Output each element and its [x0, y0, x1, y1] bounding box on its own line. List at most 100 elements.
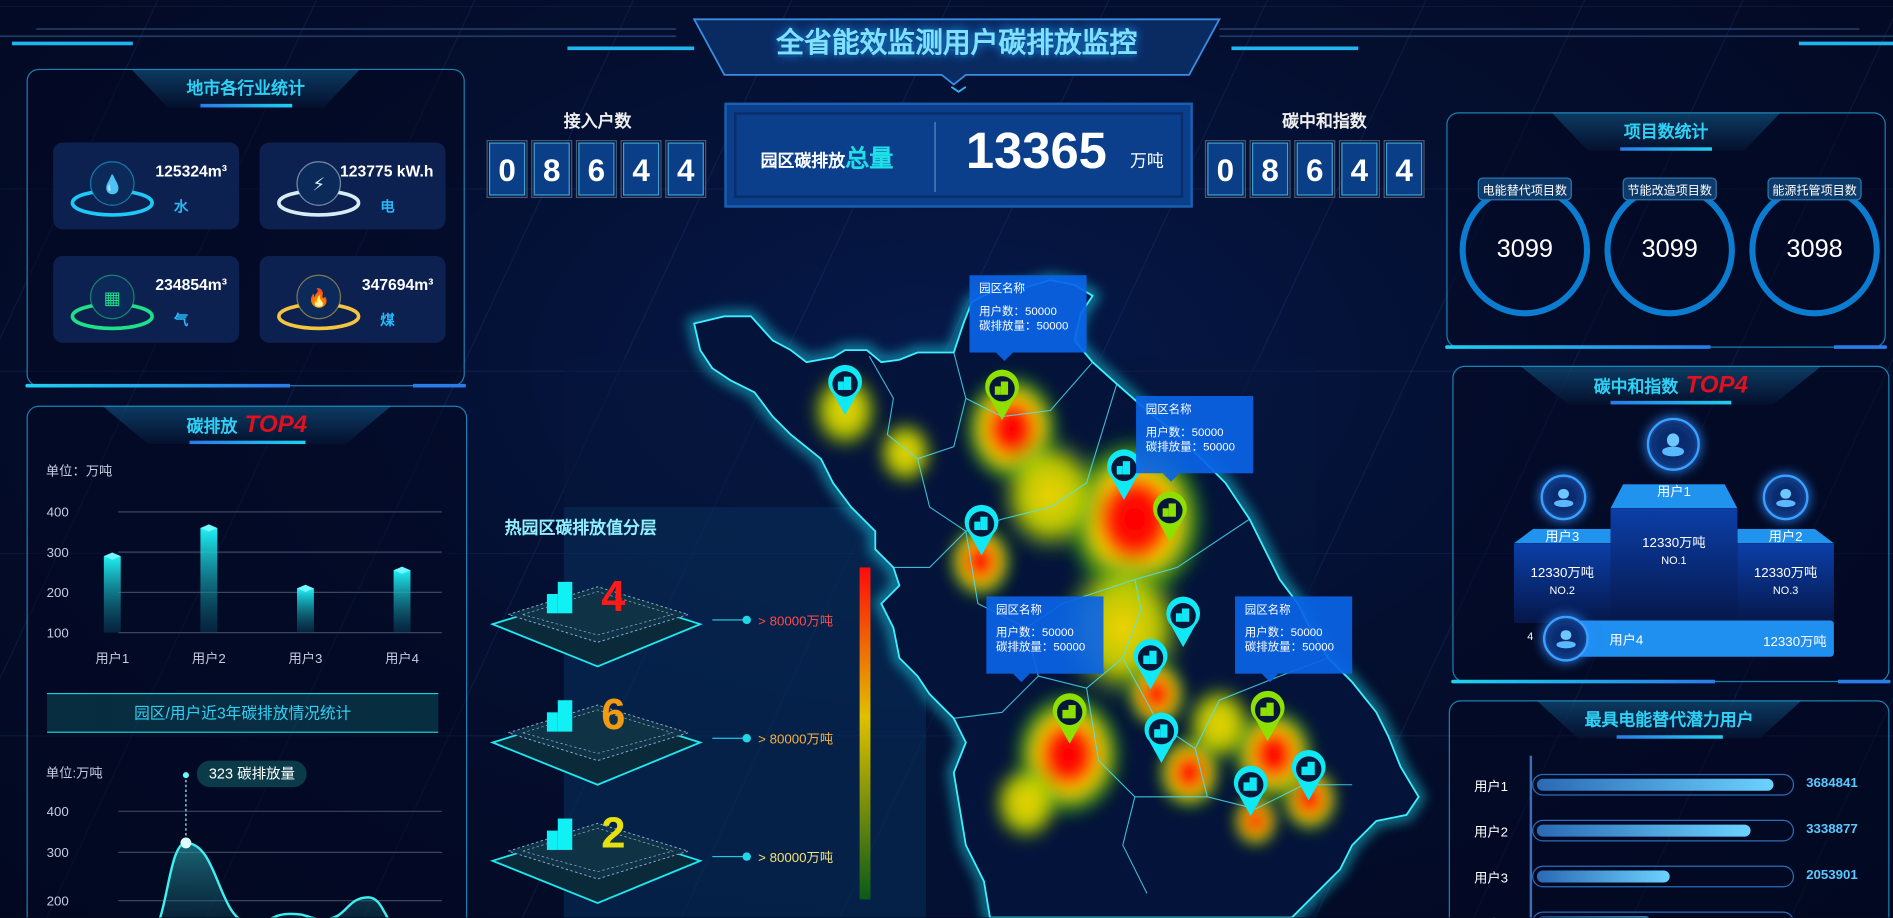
park-marker[interactable]	[985, 369, 1019, 421]
svg-text:⚡: ⚡	[312, 175, 325, 195]
building-icon	[1116, 461, 1131, 475]
building-icon	[974, 516, 988, 531]
y-tick-label: 400	[47, 804, 69, 819]
bar	[296, 588, 314, 633]
x-tick-label: 用户1	[95, 650, 129, 666]
industry-value: 234854m³	[155, 275, 227, 294]
podium-first: 用户1 12330万吨 NO.1	[1610, 485, 1738, 623]
lightning-icon: ⚡	[277, 161, 361, 217]
park-marker[interactable]	[828, 364, 863, 416]
rank4-value: 12330万吨	[1763, 635, 1827, 650]
panel-title-text: 碳排放	[186, 416, 238, 436]
park-marker[interactable]	[1166, 596, 1201, 648]
avatar-user1	[1646, 417, 1700, 471]
industry-label: 煤	[380, 311, 395, 329]
industry-stats-panel: 地市各行业统计 💧 125324m³ 水 ⚡ 123775 kW.h 电 ▦ 2…	[25, 68, 467, 388]
podium-value: 12330万吨	[1642, 536, 1706, 551]
podium-value: 12330万吨	[1530, 566, 1594, 581]
counter-digit: 8	[1249, 140, 1291, 198]
svg-text:💧: 💧	[101, 174, 124, 195]
emission-bar-chart: 100 200 300 400 用户1 用户2 用户3 用户4	[47, 505, 442, 666]
layers-title: 热园区碳排放值分层	[504, 517, 657, 538]
park-marker[interactable]	[1291, 749, 1326, 801]
svg-text:🔥: 🔥	[307, 287, 330, 308]
counter-digit: 8	[531, 140, 573, 198]
park-marker[interactable]	[964, 504, 999, 556]
total-value: 13365	[965, 121, 1107, 179]
counter-digit: 0	[1204, 140, 1246, 198]
building-icon	[1243, 777, 1257, 791]
x-tick-label: 用户2	[192, 650, 226, 666]
avatar-user3	[1540, 474, 1587, 521]
top4-badge: TOP4	[1685, 371, 1749, 399]
chart-tooltip: 323 碳排放量	[196, 760, 308, 788]
park-emission: 碳排放量：50000	[1244, 641, 1334, 655]
total-emission-box: 园区碳排放总量 13365 万吨	[724, 102, 1193, 208]
park-users: 用户数：50000	[1145, 425, 1224, 439]
neutral-top4-panel: 碳中和指数 TOP4 用户1 12330万吨 NO.1 用户3 12330万吨 N…	[1451, 365, 1891, 684]
potential-row: 用户2 3338877	[1474, 819, 1872, 842]
avatar-user2	[1762, 474, 1809, 521]
industry-label: 水	[173, 197, 189, 215]
podium-value: 12330万吨	[1753, 566, 1818, 581]
park-marker[interactable]	[1233, 765, 1268, 817]
project-ring: 能源托管项目数 3098	[1749, 177, 1880, 317]
park-emission: 碳排放量：50000	[1145, 440, 1235, 454]
counter-digit: 0	[486, 140, 528, 198]
panel-title: 碳中和指数 TOP4	[1519, 365, 1822, 405]
podium-third: 用户2 12330万吨 NO.3	[1737, 530, 1834, 623]
heat-blob	[1183, 682, 1256, 767]
park-tooltip: 园区名称 用户数：50000 碳排放量：50000	[986, 596, 1104, 683]
gas-heater-icon: ▦	[70, 274, 154, 331]
y-tick-label: 300	[47, 545, 69, 560]
color-scale-legend	[859, 567, 871, 900]
y-tick-label: 100	[47, 625, 69, 640]
park-marker[interactable]	[1052, 693, 1087, 744]
potential-fill	[1536, 870, 1670, 883]
layer-count: 2	[601, 807, 626, 858]
x-tick-label: 用户3	[288, 650, 322, 666]
heat-blob	[989, 761, 1063, 845]
park-marker[interactable]	[1133, 638, 1168, 690]
emission-top4-panel: 碳排放 TOP4 单位：万吨 100 200 300 400 用户1 用户2 用户3 用户4 园…	[26, 405, 468, 918]
potential-user: 用户2	[1474, 825, 1509, 841]
layer-dot	[742, 734, 751, 743]
park-tooltip: 园区名称 用户数：50000 碳排放量：50000	[1235, 596, 1353, 683]
rank4-number: 4	[1527, 630, 1534, 643]
panel-title: 项目数统计	[1551, 112, 1781, 151]
park-name: 园区名称	[1145, 403, 1192, 417]
building-icon	[546, 700, 573, 732]
building-icon	[1154, 724, 1168, 738]
bar	[393, 570, 411, 633]
trend-banner: 园区/用户近3年碳排放情况统计	[47, 692, 439, 733]
counter-digit: 4	[620, 140, 662, 198]
building-icon	[1175, 608, 1190, 622]
page-title: 全省能效监测用户碳排放监控	[776, 26, 1138, 58]
y-tick-label: 200	[47, 893, 69, 908]
project-label: 节能改造项目数	[1622, 177, 1717, 201]
building-icon	[1143, 650, 1157, 665]
potential-fill	[1536, 916, 1652, 918]
panel-title: 最具电能替代潜力用户	[1536, 700, 1802, 739]
podium-second: 用户3 12330万吨 NO.2	[1513, 530, 1611, 623]
layer-range: > 80000万吨	[758, 851, 834, 866]
project-label: 能源托管项目数	[1767, 177, 1862, 201]
panel-title: 碳排放 TOP4	[102, 405, 392, 445]
heat-blob	[946, 522, 1015, 601]
park-marker[interactable]	[1250, 690, 1285, 742]
park-marker[interactable]	[1144, 712, 1179, 764]
guide-dot	[182, 772, 189, 779]
park-emission: 碳排放量：50000	[996, 641, 1086, 655]
park-marker[interactable]	[1107, 449, 1141, 500]
potential-track	[1532, 773, 1795, 796]
industry-value: 347694m³	[361, 275, 434, 294]
park-users: 用户数：50000	[996, 625, 1074, 640]
area-fill	[160, 842, 388, 918]
layer-dot	[742, 852, 751, 861]
industry-card: ▦ 234854m³ 气	[53, 255, 240, 343]
park-marker[interactable]	[1152, 491, 1187, 543]
potential-user: 用户1	[1474, 779, 1509, 795]
x-tick-label: 用户4	[385, 650, 419, 666]
water-drop-icon: 💧	[70, 161, 154, 217]
